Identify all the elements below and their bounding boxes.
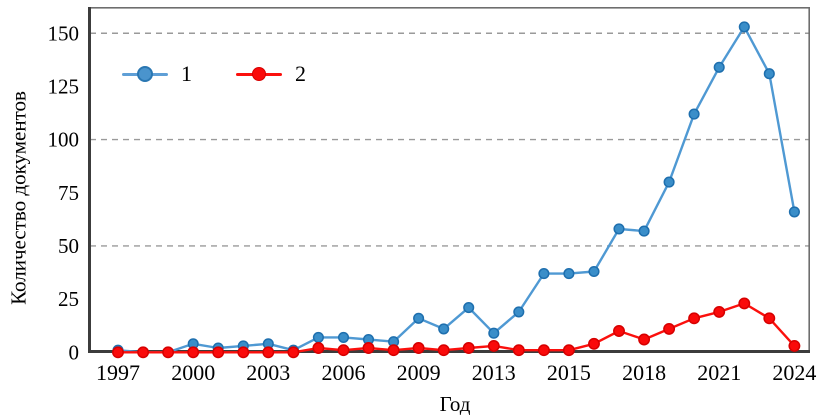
series-2-marker-2001 bbox=[212, 346, 225, 359]
series-2-line bbox=[118, 302, 796, 354]
series-2-marker-2021 bbox=[713, 305, 726, 318]
series-2-marker-2016 bbox=[588, 337, 600, 350]
series-1-marker-2009 bbox=[413, 312, 425, 324]
x-tick-label-2018: 2018 bbox=[622, 360, 666, 385]
series-2-marker-2006 bbox=[337, 344, 350, 357]
series-2-marker-2022 bbox=[738, 297, 751, 310]
series-1-marker-2020 bbox=[688, 108, 700, 120]
legend-label-series1: 1 bbox=[181, 61, 192, 86]
y-tick-label-100: 100 bbox=[48, 128, 80, 152]
series-1-marker-2024 bbox=[788, 206, 800, 218]
series-2-marker-1997 bbox=[112, 346, 124, 359]
x-axis-title: Год bbox=[439, 392, 471, 416]
y-axis-title: Количество документов bbox=[6, 91, 31, 305]
series-1-marker-2006 bbox=[337, 331, 350, 343]
series-1-marker-2005 bbox=[312, 331, 324, 343]
series-1-marker-2011 bbox=[463, 302, 475, 314]
x-tick-label-2015: 2015 bbox=[547, 360, 591, 385]
x-tick-label-1997: 1997 bbox=[96, 360, 140, 385]
legend-line-blue-icon bbox=[122, 66, 168, 82]
series-2-marker-2019 bbox=[663, 322, 676, 335]
series-2-marker-2005 bbox=[312, 342, 325, 354]
x-tick-label-2009: 2009 bbox=[397, 360, 441, 385]
series-2-marker-2020 bbox=[688, 312, 701, 325]
y-tick-label-50: 50 bbox=[58, 234, 79, 258]
series-2-marker-2011 bbox=[462, 342, 475, 354]
series-2-marker-2010 bbox=[437, 344, 450, 357]
y-tick-label-0: 0 bbox=[69, 340, 80, 364]
series-1-marker-2021 bbox=[713, 61, 725, 73]
legend-line-red-icon bbox=[236, 67, 282, 81]
series-2-marker-2018 bbox=[638, 333, 651, 346]
legend-item-series1: 1 bbox=[122, 63, 192, 85]
series-2-marker-2014 bbox=[537, 344, 550, 357]
series-2-marker-2023 bbox=[763, 312, 776, 325]
x-tick-label-2006: 2006 bbox=[322, 360, 366, 385]
y-tick-label-125: 125 bbox=[48, 74, 80, 98]
series-2-marker-2002 bbox=[237, 346, 250, 359]
x-tick-label-2024: 2024 bbox=[772, 360, 816, 385]
series-2-marker-2017 bbox=[613, 325, 625, 337]
legend-marker-blue-icon bbox=[137, 66, 153, 82]
series-2-marker-2003 bbox=[262, 346, 275, 359]
legend-marker-red-icon bbox=[252, 67, 266, 81]
series-2-marker-1999 bbox=[162, 346, 175, 359]
y-tick-label-75: 75 bbox=[58, 181, 79, 205]
legend-label-series2: 2 bbox=[295, 61, 306, 86]
series-1-marker-2022 bbox=[738, 21, 750, 33]
x-tick-label-2000: 2000 bbox=[171, 360, 215, 385]
y-tick-label-150: 150 bbox=[48, 21, 80, 45]
series-1-marker-2016 bbox=[588, 265, 600, 278]
series-1-line bbox=[117, 25, 796, 354]
series-2-marker-1998 bbox=[137, 346, 150, 359]
x-tick-label-2003: 2003 bbox=[246, 360, 290, 385]
series-2-marker-2008 bbox=[387, 344, 400, 357]
series-1-marker-2019 bbox=[663, 176, 675, 188]
series-2-marker-2013 bbox=[512, 344, 525, 357]
x-tick-label-2013: 2013 bbox=[472, 360, 516, 385]
series-2-marker-2024 bbox=[788, 339, 801, 352]
series-1-marker-2010 bbox=[438, 323, 450, 335]
x-tick-label-2021: 2021 bbox=[697, 360, 741, 385]
series-2-marker-2000 bbox=[187, 346, 200, 359]
series-1-marker-2012 bbox=[488, 327, 500, 339]
series-1-marker-2015 bbox=[563, 268, 575, 280]
series-2-marker-2015 bbox=[562, 344, 575, 357]
y-tick-label-25: 25 bbox=[58, 287, 79, 311]
plot-border bbox=[88, 7, 811, 353]
series-1-marker-2013 bbox=[513, 306, 525, 318]
series-2-marker-2004 bbox=[287, 346, 300, 359]
series-1-marker-2018 bbox=[638, 225, 650, 237]
legend-item-series2: 2 bbox=[236, 63, 306, 85]
series-1-marker-2017 bbox=[613, 223, 625, 235]
legend: 1 2 bbox=[122, 63, 306, 85]
series-1-marker-2023 bbox=[763, 68, 775, 80]
series-2-marker-2012 bbox=[487, 339, 500, 352]
series-1-marker-2014 bbox=[538, 268, 550, 280]
series-2-marker-2007 bbox=[362, 342, 375, 354]
series-2-marker-2009 bbox=[412, 342, 425, 354]
